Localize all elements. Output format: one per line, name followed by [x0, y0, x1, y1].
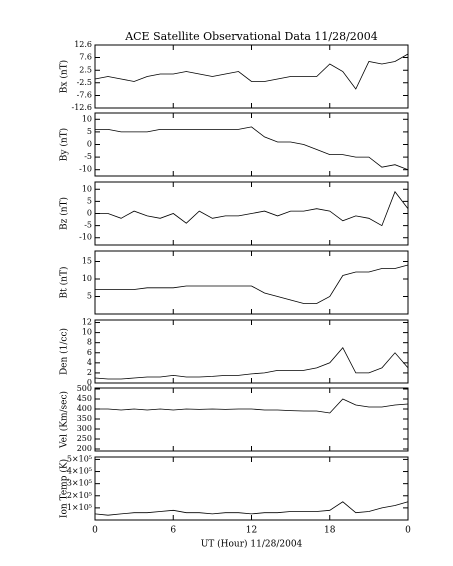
y-tick-label: 0: [87, 209, 92, 218]
y-tick-label: 12: [82, 318, 92, 327]
y-tick-label: -10: [79, 233, 92, 242]
x-tick-label: 6: [170, 526, 176, 536]
x-tick-label: 0: [92, 526, 98, 536]
y-tick-label: 5: [87, 196, 92, 205]
y-tick-label: 2.5: [79, 65, 92, 74]
panel-frame: [94, 387, 409, 452]
y-tick-label: 350: [77, 414, 92, 423]
y-tick-label: 10: [82, 114, 92, 123]
y-tick-label: 10: [82, 274, 92, 283]
y-tick-label: 2: [87, 368, 92, 377]
data-line: [95, 190, 409, 227]
y-tick-label: 10: [82, 328, 92, 337]
y-tick-label: 300: [77, 424, 92, 433]
panel-frame: [94, 44, 409, 109]
data-line: [95, 126, 409, 171]
x-tick-label: 18: [324, 526, 336, 536]
y-tick-label: 5: [87, 292, 92, 301]
y-tick-label: 200: [77, 444, 92, 453]
y-tick-label: 400: [77, 404, 92, 413]
panel-frame: [94, 250, 409, 315]
y-tick-label: -5: [84, 152, 92, 161]
y-tick-label: 5×10⁵: [67, 454, 92, 463]
data-line: [95, 264, 409, 304]
y-tick-label: 7.6: [79, 53, 92, 62]
y-tick-label: 0: [87, 378, 92, 387]
y-tick-label: 2×10⁵: [67, 491, 92, 500]
x-tick-label: 0: [405, 526, 411, 536]
data-line: [94, 501, 409, 516]
y-axis-label: Bx (nT): [59, 60, 70, 93]
y-axis-label: Den (1/cc): [59, 328, 70, 375]
y-axis-label: Bz (nT): [59, 197, 70, 230]
y-tick-label: 4×10⁵: [67, 467, 92, 476]
y-tick-label: -7.6: [77, 91, 92, 100]
y-axis-label: Ion Temp (K): [59, 459, 70, 518]
y-tick-label: 15: [82, 257, 92, 266]
y-tick-label: 0: [87, 140, 92, 149]
y-tick-label: -10: [79, 165, 92, 174]
x-tick-label: 12: [246, 526, 257, 536]
data-line: [94, 53, 409, 90]
y-tick-label: 3×10⁵: [67, 479, 92, 488]
y-tick-label: -2.5: [77, 78, 92, 87]
y-axis-label: Vel (Km/sec): [59, 391, 70, 449]
panel-frame: [94, 456, 409, 521]
y-tick-label: -5: [84, 221, 92, 230]
y-tick-label: 250: [77, 434, 92, 443]
y-tick-label: 1×10⁵: [67, 503, 92, 512]
y-tick-label: 5: [87, 127, 92, 136]
y-tick-label: 500: [77, 384, 92, 393]
y-axis-label: Bt (nT): [59, 267, 70, 299]
y-tick-label: 6: [87, 348, 92, 357]
data-line: [95, 398, 409, 414]
y-axis-label: By (nT): [59, 128, 70, 161]
chart-title: ACE Satellite Observational Data 11/28/2…: [124, 30, 378, 43]
data-line: [94, 346, 409, 380]
y-tick-label: 450: [77, 394, 92, 403]
panel-frame: [94, 112, 409, 177]
y-tick-label: 10: [82, 184, 92, 193]
y-tick-label: -12.6: [71, 103, 92, 112]
y-tick-label: 4: [87, 358, 92, 367]
y-tick-label: 8: [87, 338, 92, 347]
x-axis-label: UT (Hour) 11/28/2004: [201, 539, 303, 550]
y-tick-label: 12.6: [74, 40, 92, 49]
